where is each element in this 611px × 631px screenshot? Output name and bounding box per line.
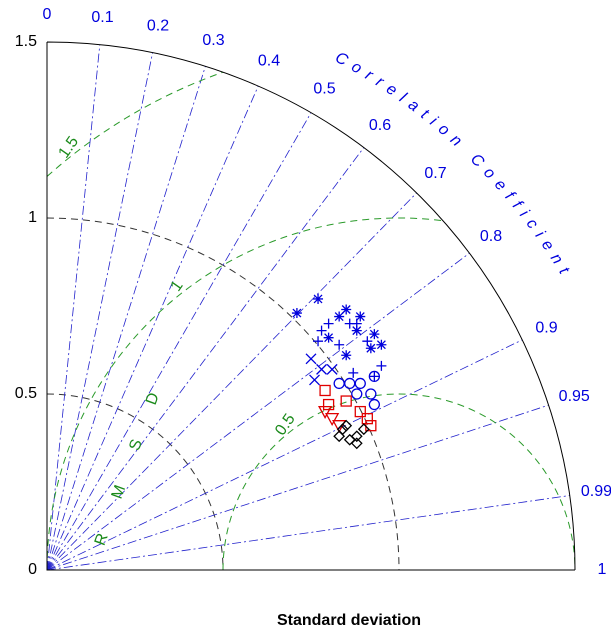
y-tick-label: 1.5 — [15, 33, 37, 50]
point — [322, 398, 335, 411]
point — [291, 308, 302, 319]
correlation-tick-label: 0.3 — [202, 32, 224, 49]
point — [376, 339, 387, 350]
point — [361, 412, 373, 425]
point — [351, 388, 363, 400]
point — [313, 293, 324, 304]
correlation-tick-label: 0 — [43, 6, 52, 23]
point — [343, 433, 356, 446]
point — [333, 377, 345, 390]
correlation-line — [46, 85, 259, 571]
point — [340, 419, 353, 432]
correlation-tick-label: 0.2 — [147, 17, 169, 34]
correlation-tick-label: 0.6 — [369, 117, 391, 134]
point — [309, 374, 320, 386]
axes — [46, 41, 576, 571]
point — [365, 420, 377, 432]
point — [357, 423, 370, 436]
correlation-tick-label: 0.95 — [559, 388, 590, 405]
point — [344, 377, 356, 390]
point — [316, 325, 327, 336]
correlation-tick-label: 0.8 — [480, 228, 502, 245]
correlation-tick-label: 0.5 — [313, 81, 335, 98]
correlation-tick-label: 0.9 — [535, 319, 557, 336]
correlation-line — [46, 147, 365, 571]
point — [355, 311, 366, 322]
point — [351, 325, 362, 336]
point — [365, 388, 377, 400]
correlation-tick-label: 0.99 — [581, 483, 611, 500]
rmsd-arc — [47, 217, 575, 570]
correlation-line — [46, 192, 417, 571]
point — [368, 370, 381, 383]
point — [323, 318, 334, 329]
rmsd-arc — [222, 393, 575, 570]
correlation-tick-label: 1 — [598, 561, 607, 578]
point — [334, 311, 345, 322]
rmsd-tick-label: 1.5 — [55, 133, 82, 161]
std-arc — [46, 393, 224, 571]
point — [365, 343, 376, 354]
point — [341, 304, 352, 315]
correlation-line — [46, 495, 570, 571]
y-tick-label: 1 — [28, 209, 37, 226]
correlation-line — [46, 52, 153, 571]
point — [305, 353, 317, 365]
point — [348, 367, 359, 378]
rmsd-tick-label: 1 — [168, 278, 187, 295]
labels: 0 0.5 1 1.5 0 0.1 0.2 0.3 0.4 0.5 0.6 0.7 0.8 0.9 0.95… — [15, 6, 611, 578]
point — [354, 405, 366, 418]
point — [350, 430, 363, 443]
correlation-tick-label: 0.4 — [258, 53, 280, 70]
correlation-line — [46, 112, 312, 571]
correlation-line — [46, 44, 101, 571]
point — [326, 363, 338, 375]
point — [340, 395, 352, 407]
y-tick-label: 0 — [28, 561, 37, 578]
point — [316, 363, 328, 375]
point — [369, 329, 380, 340]
point — [341, 350, 352, 361]
point — [368, 398, 381, 411]
correlation-label: Correlation Coefficient — [332, 49, 572, 277]
point — [354, 377, 366, 390]
point — [369, 371, 380, 382]
rmsd-tick-label: 0.5 — [272, 411, 299, 439]
point — [362, 336, 373, 347]
point — [319, 384, 331, 397]
point — [317, 405, 333, 419]
correlation-tick-label: 0.1 — [91, 9, 113, 26]
x-axis-label: Standard deviation — [277, 612, 421, 629]
points — [291, 293, 387, 450]
point — [350, 437, 363, 450]
correlation-line — [46, 252, 470, 571]
point — [313, 336, 324, 347]
correlation-line — [46, 339, 523, 571]
correlation-tick-label: 0.7 — [424, 165, 446, 182]
correlation-line — [46, 404, 549, 571]
correlation-line — [46, 66, 206, 571]
point — [323, 332, 334, 343]
point — [351, 318, 362, 329]
correlation-label-path: Correlation Coefficient — [332, 49, 572, 277]
point — [325, 412, 340, 426]
std-arc — [46, 217, 400, 571]
point — [376, 360, 387, 371]
point — [334, 339, 345, 350]
point — [333, 430, 346, 443]
y-tick-label: 0.5 — [15, 385, 37, 402]
